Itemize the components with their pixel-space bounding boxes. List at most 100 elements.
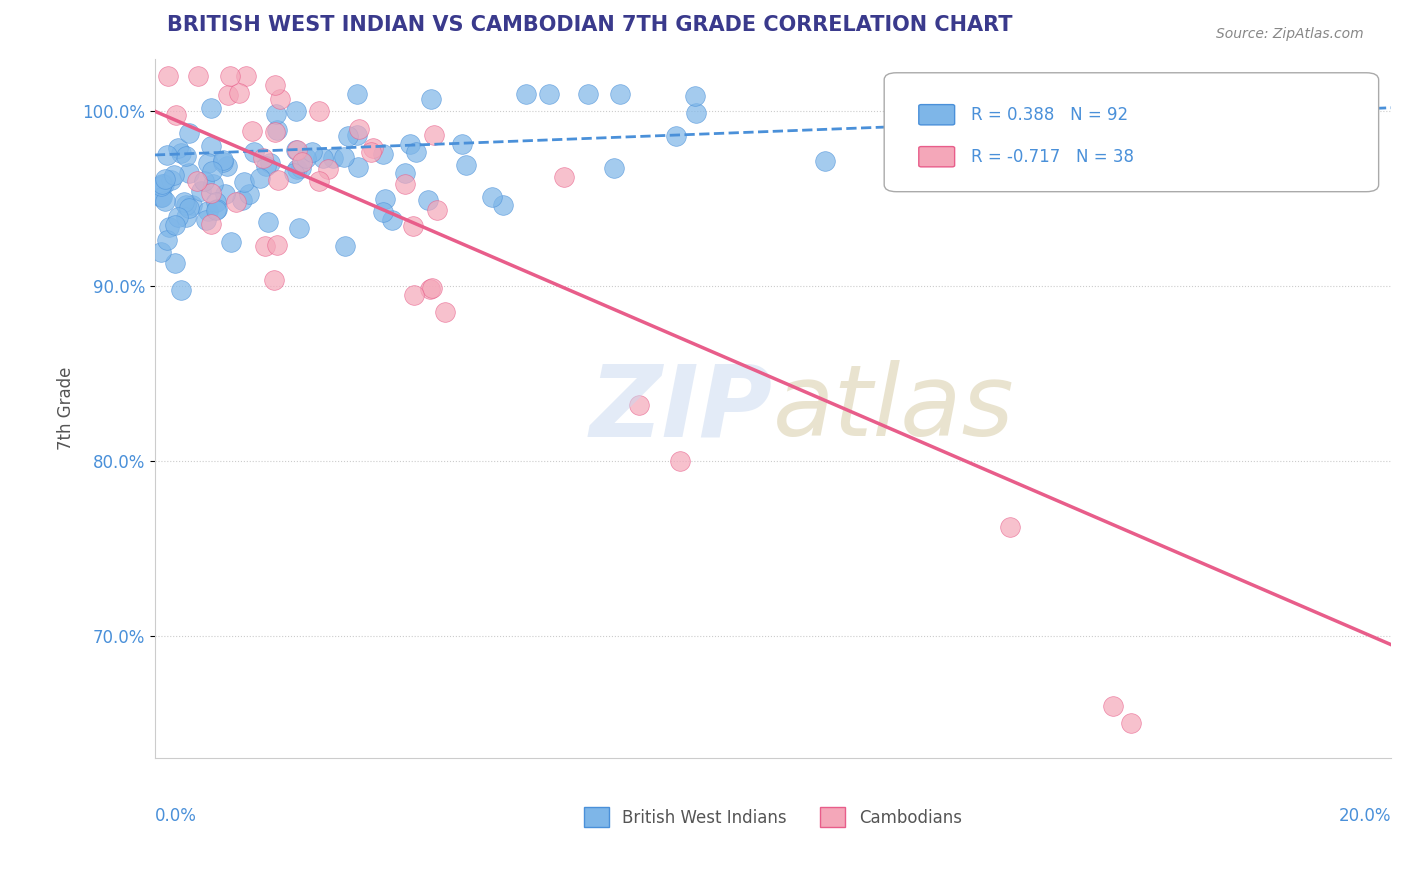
Text: R = -0.717   N = 38: R = -0.717 N = 38 bbox=[970, 148, 1133, 166]
Point bbox=[217, 87, 239, 102]
Point bbox=[201, 163, 224, 178]
Point bbox=[308, 103, 330, 118]
Point bbox=[150, 178, 173, 192]
Point bbox=[157, 70, 180, 84]
Point bbox=[481, 190, 503, 204]
Point bbox=[294, 151, 316, 165]
Point bbox=[628, 398, 651, 412]
Point bbox=[284, 103, 307, 118]
Point bbox=[242, 145, 264, 159]
Point bbox=[233, 175, 256, 189]
Point bbox=[150, 190, 173, 204]
Point bbox=[240, 124, 263, 138]
Point bbox=[316, 161, 339, 176]
Point bbox=[285, 161, 308, 176]
Point bbox=[150, 178, 173, 193]
Point bbox=[683, 88, 706, 103]
Point bbox=[176, 148, 198, 162]
Point bbox=[190, 184, 212, 198]
Point bbox=[402, 219, 425, 234]
Point bbox=[263, 124, 285, 138]
Point bbox=[252, 152, 274, 166]
Point bbox=[420, 281, 443, 295]
Point bbox=[167, 141, 190, 155]
Point bbox=[312, 151, 335, 165]
Point bbox=[346, 87, 368, 101]
Point bbox=[373, 146, 395, 161]
Point bbox=[163, 219, 186, 233]
Point bbox=[200, 217, 222, 231]
Point bbox=[194, 212, 217, 227]
Point bbox=[267, 173, 290, 187]
Point bbox=[249, 170, 271, 185]
Text: ZIP: ZIP bbox=[591, 360, 773, 457]
Point bbox=[150, 190, 173, 204]
Point bbox=[451, 136, 474, 151]
Point bbox=[685, 105, 707, 120]
Point bbox=[266, 122, 288, 136]
Point bbox=[515, 87, 537, 101]
Point bbox=[371, 204, 394, 219]
Point bbox=[205, 202, 228, 216]
Point bbox=[214, 186, 236, 201]
Text: 0.0%: 0.0% bbox=[155, 807, 197, 825]
Point bbox=[347, 122, 370, 136]
FancyBboxPatch shape bbox=[918, 104, 955, 125]
Point bbox=[153, 178, 176, 192]
Point bbox=[156, 148, 179, 162]
Point bbox=[419, 282, 441, 296]
FancyBboxPatch shape bbox=[884, 73, 1379, 192]
Point bbox=[291, 155, 314, 169]
Point bbox=[254, 159, 277, 173]
Point bbox=[179, 166, 201, 180]
Point bbox=[235, 70, 257, 84]
Point bbox=[174, 198, 197, 212]
Point bbox=[290, 161, 312, 176]
Point bbox=[197, 155, 219, 169]
Point bbox=[163, 256, 186, 270]
Point bbox=[394, 177, 416, 191]
Point bbox=[576, 87, 599, 101]
Text: atlas: atlas bbox=[773, 360, 1015, 457]
Point bbox=[404, 288, 426, 302]
Point bbox=[174, 211, 197, 225]
Point bbox=[157, 219, 180, 234]
Point bbox=[200, 139, 222, 153]
Point bbox=[219, 235, 242, 249]
Point bbox=[998, 520, 1021, 534]
Point bbox=[665, 128, 688, 143]
Point bbox=[1121, 716, 1143, 731]
Point bbox=[204, 203, 226, 218]
Point bbox=[257, 215, 280, 229]
Point bbox=[269, 92, 291, 106]
Point bbox=[416, 193, 439, 207]
Point bbox=[284, 143, 307, 157]
Point bbox=[200, 186, 222, 201]
Point bbox=[228, 86, 250, 100]
Point bbox=[212, 155, 235, 169]
Point bbox=[231, 193, 253, 207]
Point bbox=[422, 128, 444, 142]
Point bbox=[405, 145, 427, 159]
Point bbox=[394, 166, 416, 180]
Point bbox=[150, 244, 173, 259]
Point bbox=[167, 211, 190, 225]
Point bbox=[669, 454, 692, 468]
Point bbox=[813, 153, 835, 168]
Legend: British West Indians, Cambodians: British West Indians, Cambodians bbox=[578, 800, 969, 834]
Point bbox=[238, 186, 260, 201]
Point bbox=[419, 92, 441, 106]
Point bbox=[609, 87, 631, 101]
Point bbox=[170, 146, 193, 161]
Text: R = 0.388   N = 92: R = 0.388 N = 92 bbox=[970, 106, 1128, 124]
Point bbox=[553, 170, 575, 185]
Point bbox=[283, 166, 305, 180]
Point bbox=[253, 239, 276, 253]
Point bbox=[165, 108, 187, 122]
Point bbox=[288, 221, 311, 235]
Point bbox=[492, 197, 515, 211]
Text: 20.0%: 20.0% bbox=[1339, 807, 1391, 825]
Point bbox=[153, 171, 176, 186]
Point bbox=[200, 101, 222, 115]
Point bbox=[301, 145, 323, 160]
